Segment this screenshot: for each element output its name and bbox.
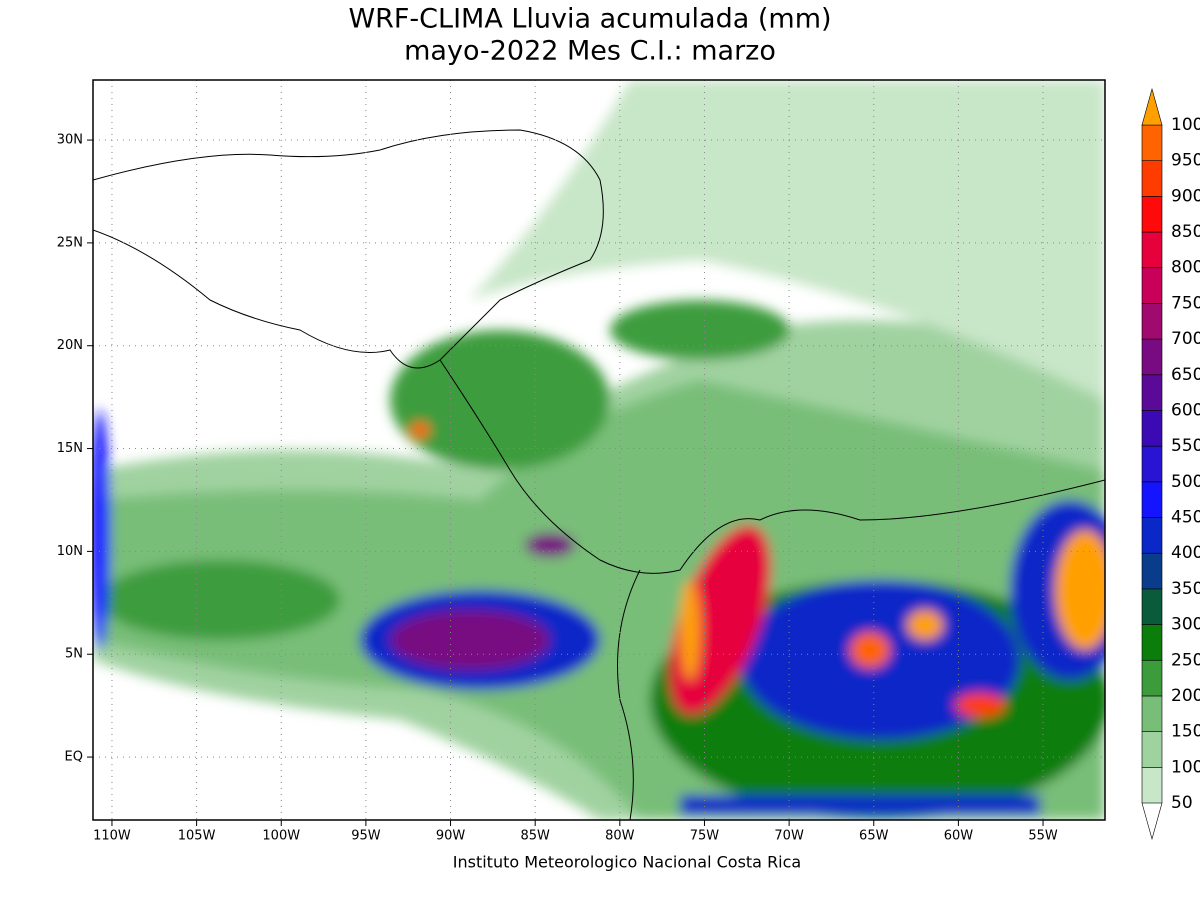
colorbar-box bbox=[1141, 624, 1163, 661]
title-line: WRF-CLIMA Lluvia acumulada (mm) bbox=[348, 4, 831, 35]
colorbar-box bbox=[1141, 659, 1163, 697]
colorbar-label: 700 bbox=[1171, 329, 1200, 349]
colorbar-box bbox=[1141, 338, 1163, 376]
colorbar-box bbox=[1141, 445, 1163, 483]
lat-label: 15N bbox=[57, 441, 83, 456]
colorbar-box bbox=[1141, 517, 1163, 554]
colorbar-label: 650 bbox=[1171, 365, 1200, 385]
credit: Instituto Meteorologico Nacional Costa R… bbox=[453, 853, 801, 872]
colorbar-label: 1000 bbox=[1171, 115, 1200, 135]
colorbar-box bbox=[1141, 303, 1163, 340]
lon-label: 70W bbox=[774, 829, 804, 844]
lat-label: 25N bbox=[57, 235, 83, 250]
title-line: mayo-2022 Mes C.I.: marzo bbox=[404, 36, 776, 67]
colorbar-box bbox=[1141, 231, 1163, 269]
lat-label: EQ bbox=[65, 750, 83, 765]
colorbar-box bbox=[1141, 767, 1163, 804]
lon-label: 80W bbox=[605, 829, 635, 844]
colorbar-box bbox=[1141, 695, 1163, 732]
colorbar-label: 350 bbox=[1171, 579, 1200, 599]
colorbar-box bbox=[1141, 552, 1163, 590]
lon-label: 60W bbox=[944, 829, 974, 844]
colorbar-box bbox=[1141, 160, 1163, 197]
colorbar-label: 150 bbox=[1171, 722, 1200, 742]
colorbar-label: 400 bbox=[1171, 543, 1200, 563]
colorbar-box bbox=[1141, 374, 1163, 411]
colorbar-box bbox=[1141, 196, 1163, 233]
lat-label: 30N bbox=[57, 133, 83, 148]
lon-label: 105W bbox=[178, 829, 216, 844]
lat-label: 5N bbox=[65, 647, 83, 662]
colorbar-box bbox=[1141, 731, 1163, 768]
colorbar-label: 950 bbox=[1171, 151, 1200, 171]
lon-label: 110W bbox=[93, 829, 131, 844]
colorbar-box bbox=[1141, 588, 1163, 625]
lon-label: 65W bbox=[859, 829, 889, 844]
lat-label: 10N bbox=[57, 544, 83, 559]
lon-label: 55W bbox=[1028, 829, 1058, 844]
colorbar-box bbox=[1141, 481, 1163, 518]
colorbar-box bbox=[1141, 267, 1163, 304]
colorbar-label: 600 bbox=[1171, 400, 1200, 420]
colorbar-label: 500 bbox=[1171, 472, 1200, 492]
colorbar-label: 450 bbox=[1171, 508, 1200, 528]
map-axes: 110W 105W 100W 95W 90W 85W 80W 75W 70W 65W 60W 55W 3… bbox=[57, 80, 1105, 844]
colorbar-label: 900 bbox=[1171, 186, 1200, 206]
colorbar-label: 750 bbox=[1171, 293, 1200, 313]
colorbar-under bbox=[1141, 802, 1163, 841]
lon-label: 100W bbox=[262, 829, 300, 844]
lon-label: 85W bbox=[520, 829, 550, 844]
colorbar-label: 300 bbox=[1171, 615, 1200, 635]
rain-field bbox=[93, 80, 1105, 820]
colorbar: 50 100 150 200 250 300 350 400 450 500 550 600 650 70… bbox=[1141, 87, 1200, 841]
colorbar-label: 550 bbox=[1171, 436, 1200, 456]
colorbar-label: 100 bbox=[1171, 757, 1200, 777]
lon-label: 90W bbox=[436, 829, 466, 844]
colorbar-label: 50 bbox=[1171, 793, 1193, 813]
colorbar-label: 250 bbox=[1171, 650, 1200, 670]
lon-label: 75W bbox=[690, 829, 720, 844]
colorbar-box bbox=[1141, 410, 1163, 447]
map-frame bbox=[92, 79, 1106, 821]
colorbar-box bbox=[1141, 124, 1163, 161]
colorbar-label: 800 bbox=[1171, 258, 1200, 278]
lat-label: 20N bbox=[57, 338, 83, 353]
colorbar-label: 200 bbox=[1171, 686, 1200, 706]
colorbar-over bbox=[1141, 87, 1163, 126]
colorbar-label: 850 bbox=[1171, 222, 1200, 242]
lon-label: 95W bbox=[351, 829, 381, 844]
